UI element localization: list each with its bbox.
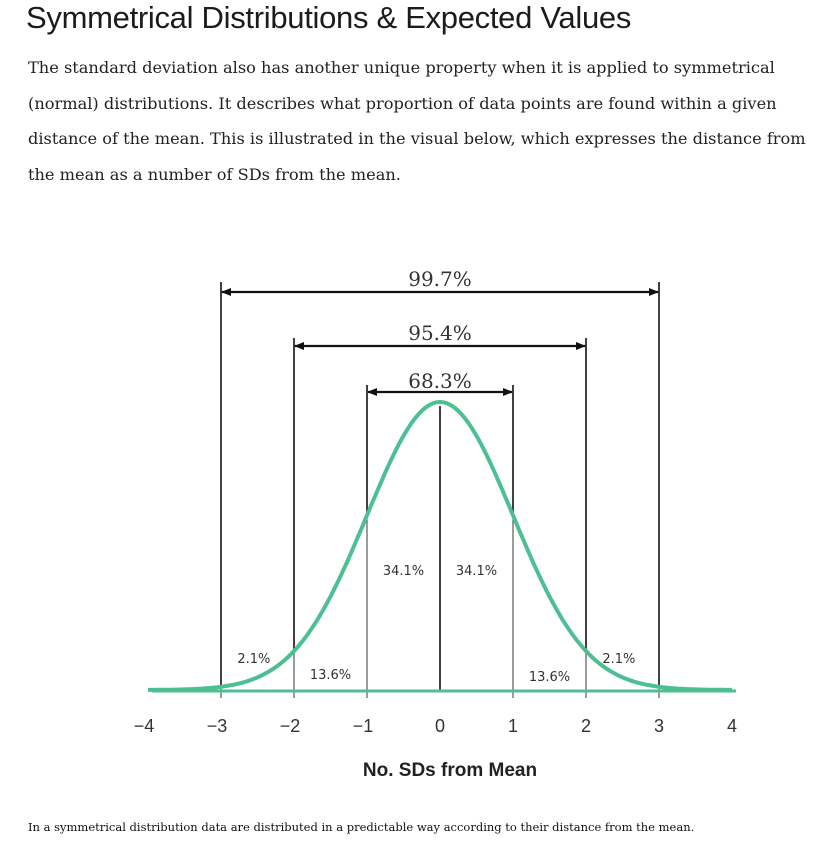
segment-label: 13.6% xyxy=(310,668,351,683)
range-label: 99.7% xyxy=(408,267,472,291)
x-tick-label: −3 xyxy=(207,716,228,736)
segment-label: 13.6% xyxy=(529,670,570,685)
x-tick-label: −4 xyxy=(134,716,155,736)
range-label: 68.3% xyxy=(408,369,472,393)
normal-curve xyxy=(148,400,732,692)
x-tick-label: 4 xyxy=(727,716,737,736)
figure-caption: In a symmetrical distribution data are d… xyxy=(28,820,695,834)
intro-paragraph: The standard deviation also has another … xyxy=(28,58,806,184)
x-tick-label: 0 xyxy=(435,716,445,736)
normal-distribution-chart: 68.3% 95.4% 99.7% 2.1% 13.6% 34.1% 34.1% 13.6%… xyxy=(134,267,737,781)
page-title: Symmetrical Distributions & Expected Val… xyxy=(26,0,632,35)
x-tick-label: 1 xyxy=(508,716,518,736)
segment-label: 2.1% xyxy=(602,652,635,667)
x-tick-label: −1 xyxy=(353,716,374,736)
x-axis-label: No. SDs from Mean xyxy=(363,760,537,781)
x-tick-label: 3 xyxy=(654,716,664,736)
normal-distribution-figure: 68.3% 95.4% 99.7% 2.1% 13.6% 34.1% 34.1% 13.6%… xyxy=(0,230,831,790)
x-tick-label: 2 xyxy=(581,716,591,736)
x-tick-label: −2 xyxy=(280,716,301,736)
segment-label: 34.1% xyxy=(383,564,424,579)
range-label: 95.4% xyxy=(408,321,472,345)
segment-label: 34.1% xyxy=(456,564,497,579)
segment-label: 2.1% xyxy=(237,652,270,667)
